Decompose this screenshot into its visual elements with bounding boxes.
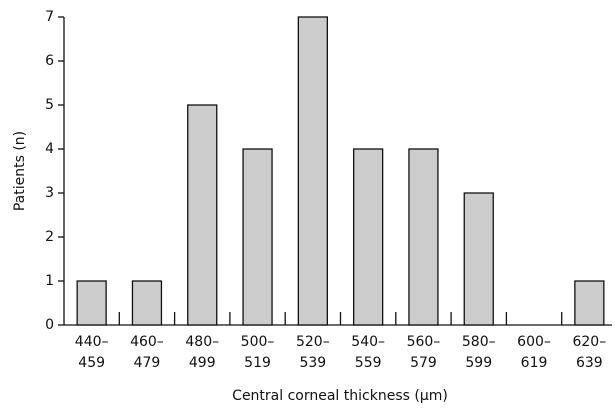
- x-tick-label: 480– 499: [185, 334, 219, 371]
- x-tick-label: 580– 599: [462, 334, 496, 371]
- x-tick-label: 600– 619: [517, 334, 551, 371]
- bar: [463, 192, 494, 326]
- y-tick-label: 0: [45, 317, 54, 333]
- y-tick-label: 4: [45, 141, 54, 157]
- bar: [352, 148, 384, 326]
- bar: [187, 104, 218, 326]
- x-axis-title: Central corneal thickness (μm): [232, 388, 448, 404]
- bar: [76, 280, 107, 326]
- x-tick-label: 520– 539: [296, 334, 330, 371]
- bar: [574, 280, 605, 326]
- bar: [131, 280, 163, 326]
- x-tick-label: 460– 479: [130, 334, 164, 371]
- bar: [408, 148, 439, 326]
- y-axis-title: Patients (n): [12, 131, 28, 211]
- x-tick-label: 560– 579: [407, 334, 441, 371]
- y-tick-label: 5: [45, 97, 54, 113]
- x-tick-label: 540– 559: [351, 334, 385, 371]
- y-tick-label: 7: [45, 9, 54, 25]
- y-tick-label: 1: [45, 273, 54, 289]
- bar: [242, 148, 273, 326]
- x-tick-label: 620– 639: [572, 334, 606, 371]
- y-tick-label: 6: [45, 53, 54, 69]
- y-tick-label: 2: [45, 229, 54, 245]
- bar: [297, 16, 329, 326]
- x-tick-label: 500– 519: [241, 334, 275, 371]
- x-tick-label: 440– 459: [75, 334, 109, 371]
- y-tick-label: 3: [45, 185, 54, 201]
